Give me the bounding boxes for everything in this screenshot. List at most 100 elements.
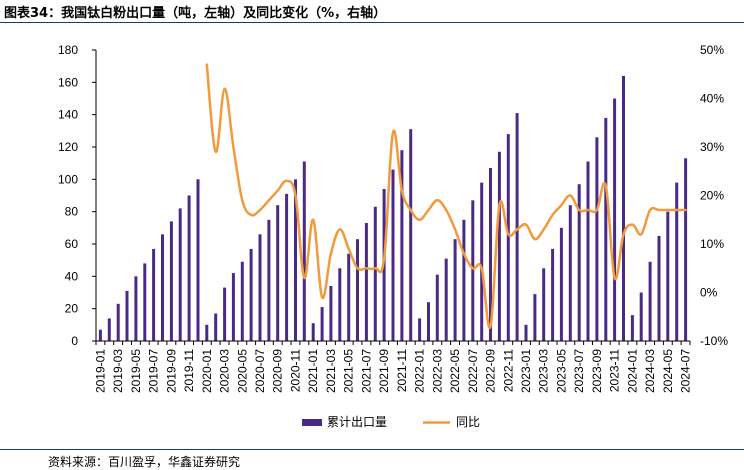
bar	[453, 239, 457, 341]
x-tick-label: 2023-09	[590, 349, 604, 393]
title-rule	[0, 22, 744, 23]
x-tick-label: 2021-07	[359, 349, 373, 393]
bar	[364, 223, 368, 341]
source-note: 资料来源：百川盈孚，华鑫证券研究	[48, 455, 241, 469]
bar	[205, 324, 209, 341]
bar	[116, 303, 120, 341]
x-tick-label: 2020-09	[271, 349, 285, 393]
bar	[444, 258, 448, 341]
y-right-tick-label: 10%	[700, 237, 724, 251]
bar	[666, 211, 670, 341]
bar	[559, 227, 563, 341]
chart-title: 图表34：我国钛白粉出口量（吨，左轴）及同比变化（%，右轴）	[4, 6, 387, 21]
bar	[258, 234, 262, 341]
bar	[143, 263, 147, 341]
y-left-tick-label: 60	[65, 237, 79, 251]
bar	[196, 179, 200, 341]
bar	[435, 274, 439, 341]
bar	[684, 158, 688, 341]
x-tick-label: 2021-03	[324, 349, 338, 393]
bar	[648, 261, 652, 341]
bar	[524, 324, 528, 341]
bar	[187, 195, 191, 341]
bar	[586, 161, 590, 341]
bar	[480, 182, 484, 341]
legend-bar-swatch	[302, 419, 322, 426]
bar	[542, 268, 546, 342]
x-tick-label: 2019-03	[111, 349, 125, 393]
y-left-tick-label: 180	[58, 43, 78, 57]
bar	[276, 205, 280, 341]
bar	[214, 313, 218, 341]
line-series	[205, 63, 687, 330]
bar	[400, 150, 404, 341]
x-tick-label: 2019-01	[93, 349, 107, 393]
bar	[302, 161, 306, 341]
bar	[462, 219, 466, 342]
bar	[320, 307, 324, 341]
x-tick-label: 2024-01	[625, 349, 639, 393]
bar	[356, 239, 359, 341]
x-tick-label: 2019-09	[164, 349, 178, 393]
x-tick-label: 2023-11	[608, 349, 622, 392]
x-tick-label: 2022-01	[413, 349, 427, 393]
bar	[675, 182, 679, 341]
bar	[347, 253, 351, 341]
bar	[373, 206, 377, 341]
x-tick-label: 2022-11	[501, 349, 515, 392]
bar	[294, 179, 297, 341]
x-tick-label: 2022-07	[466, 349, 480, 393]
bar	[231, 273, 235, 341]
y-left-tick-label: 140	[58, 108, 78, 122]
bar	[657, 235, 661, 341]
x-tick-label: 2020-03	[218, 349, 232, 393]
bar	[285, 193, 289, 341]
y-left-tick-label: 40	[65, 269, 79, 283]
bar	[267, 219, 271, 342]
y-right-tick-label: 40%	[700, 92, 724, 106]
legend: 累计出口量 同比	[302, 415, 480, 429]
bar	[568, 205, 572, 341]
bar-series	[98, 75, 688, 342]
x-tick-label: 2020-11	[289, 349, 303, 392]
x-tick-label: 2023-05	[554, 349, 568, 393]
x-tick-label: 2023-01	[519, 349, 533, 393]
bar	[409, 129, 413, 341]
bar	[161, 234, 164, 341]
y-left-tick-label: 100	[58, 172, 78, 186]
bar	[630, 315, 634, 341]
bar	[577, 184, 581, 341]
x-tick-label: 2022-09	[484, 349, 498, 393]
bar	[391, 169, 395, 341]
bar	[240, 261, 244, 341]
bar	[497, 151, 501, 341]
x-tick-label: 2019-11	[182, 349, 196, 392]
bar	[551, 248, 555, 341]
bar	[604, 117, 608, 342]
x-tick-label: 2019-05	[129, 349, 143, 393]
legend-bar-label: 累计出口量	[327, 415, 387, 429]
bar	[125, 290, 129, 341]
y-left-tick-label: 80	[65, 205, 79, 219]
bar	[489, 168, 492, 341]
x-tick-label: 2019-07	[147, 349, 161, 393]
bar	[223, 287, 227, 341]
legend-line-label: 同比	[456, 415, 480, 429]
x-tick-label: 2020-01	[200, 349, 214, 393]
x-tick-label: 2023-07	[572, 349, 586, 393]
bar	[622, 75, 625, 342]
bar	[329, 286, 333, 341]
y-left-tick-label: 120	[58, 140, 78, 154]
x-tick-label: 2023-03	[537, 349, 551, 393]
y-right-tick-label: 0%	[700, 286, 718, 300]
bar	[98, 329, 102, 341]
bar	[152, 248, 156, 341]
x-tick-label: 2024-03	[643, 349, 657, 393]
bar	[613, 98, 617, 341]
x-tick-label: 2022-03	[430, 349, 444, 393]
bar	[595, 137, 599, 341]
bar	[338, 268, 342, 342]
source-rule	[0, 449, 744, 450]
bar	[169, 221, 173, 341]
